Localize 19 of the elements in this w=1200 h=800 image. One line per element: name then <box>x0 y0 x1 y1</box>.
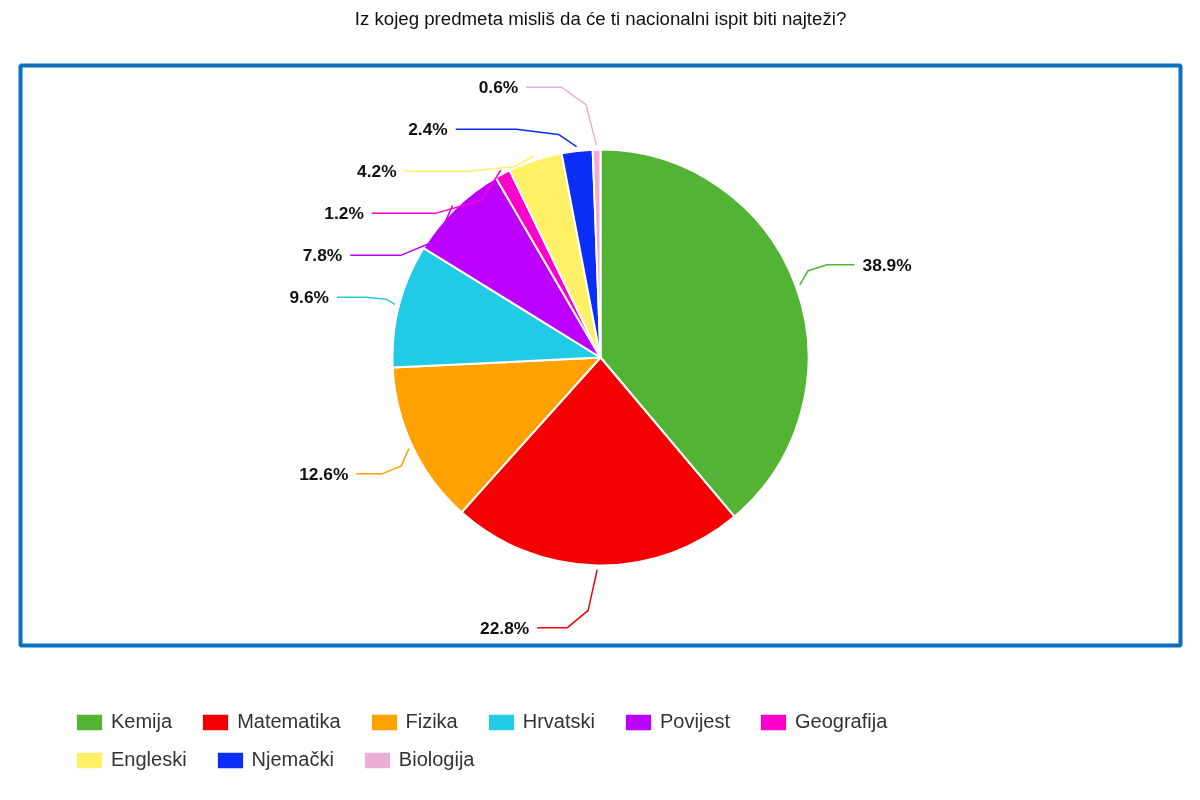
data-label: 0.6% <box>478 77 519 98</box>
data-label: 38.9% <box>862 254 912 275</box>
data-label: 7.8% <box>302 245 343 266</box>
data-label: 4.2% <box>357 161 397 182</box>
legend-label: Fizika <box>405 710 458 733</box>
chart-title: Iz kojeg predmeta misliš da će ti nacionalni ispit biti najteži? <box>354 7 847 29</box>
data-label: 2.4% <box>408 119 448 140</box>
legend-label: Matematika <box>237 710 341 733</box>
legend-label: Biologija <box>398 748 475 771</box>
data-label: 22.8% <box>480 617 530 638</box>
data-label: 9.6% <box>289 287 329 308</box>
data-label: 1.2% <box>324 203 364 224</box>
legend-label: Njemački <box>251 748 334 771</box>
legend-label: Engleski <box>111 748 187 771</box>
legend-label: Hrvatski <box>522 710 595 733</box>
legend-label: Geografija <box>795 710 888 733</box>
legend-label: Povijest <box>659 710 731 733</box>
data-label: 12.6% <box>299 463 349 484</box>
legend-label: Kemija <box>111 710 173 733</box>
